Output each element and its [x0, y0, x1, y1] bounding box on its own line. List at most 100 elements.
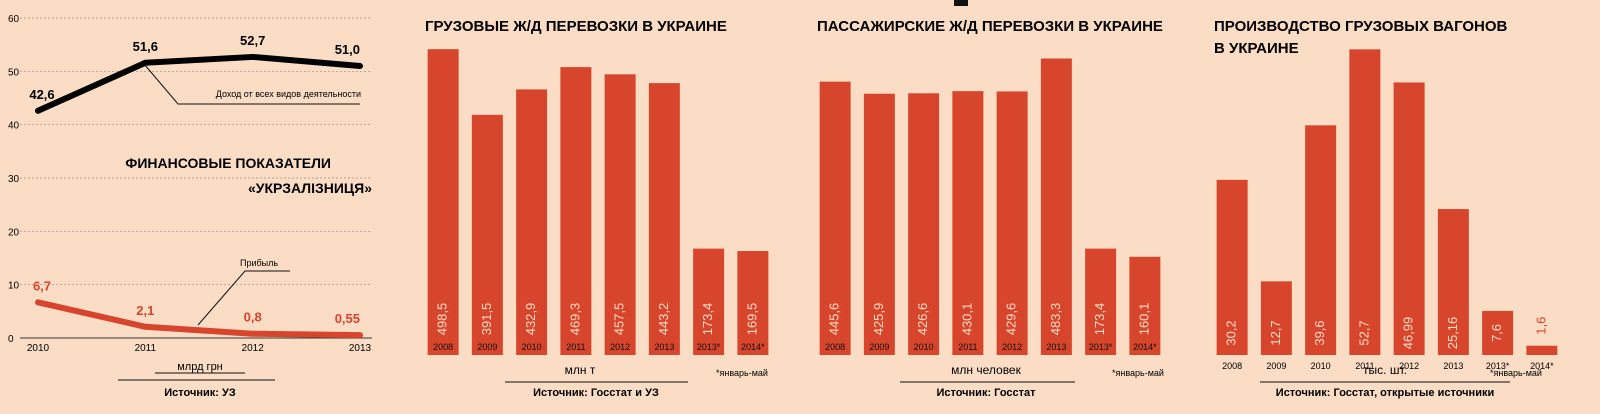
y-tick-label: 40: [8, 121, 20, 132]
chart-title: ГРУЗОВЫЕ Ж/Д ПЕРЕВОЗКИ В УКРАИНЕ: [425, 18, 727, 35]
x-tick-label: 2011: [566, 342, 585, 352]
financial-indicators-chart: 0 10 20 30 40 50 60 2010 2011 2012 2013 ФИНАНСОВЫ…: [8, 14, 372, 399]
x-tick-label: 2012: [1002, 342, 1022, 352]
footnote: *январь-май: [716, 368, 768, 378]
x-axis-ticks: 2008 2009 2010 2011 2012 2013 2013* 2014*: [1222, 361, 1554, 371]
bar: [908, 93, 940, 356]
source-label: Источник: Госстат и УЗ: [533, 387, 659, 399]
data-labels: 42,6 51,6 52,7 51,0 6,7 2,1 0,8 0,55: [29, 33, 360, 326]
bar-value-label: 445,6: [827, 303, 842, 336]
y-tick-label: 60: [8, 14, 20, 25]
profit-data-label: 0,8: [244, 310, 262, 325]
x-tick-label: 2013: [1046, 342, 1066, 352]
x-axis-ticks: 2010 2011 2012 2013: [27, 343, 372, 354]
y-tick-label: 10: [8, 281, 20, 292]
bar-value-label: 457,5: [612, 303, 627, 336]
revenue-data-label: 52,7: [240, 33, 265, 48]
revenue-data-label: 42,6: [29, 87, 54, 102]
x-tick-label: 2013: [349, 343, 372, 354]
bar: [1305, 125, 1337, 355]
bar-value-label: 173,4: [700, 303, 715, 336]
revenue-line: [35, 53, 363, 114]
bars: 2008 498,5 2009 391,5 2010 432,9 2011 469,3 2012…: [427, 49, 769, 356]
x-tick-label: 2011: [135, 343, 157, 354]
x-tick-label: 2010: [914, 342, 934, 352]
x-tick-label: 2010: [522, 342, 542, 352]
chart-title-line-2: «УКРЗАЛІЗНИЦЯ»: [248, 180, 372, 196]
bar: [693, 248, 725, 355]
bar: [1040, 58, 1072, 355]
passenger-transport-chart: ПАССАЖИРСКИЕ Ж/Д ПЕРЕВОЗКИ В УКРАИНЕ 200…: [817, 0, 1164, 399]
x-tick-label: 2014*: [1133, 342, 1157, 352]
revenue-data-label: 51,0: [335, 42, 360, 57]
chart-title-line-2: В УКРАИНЕ: [1214, 40, 1299, 57]
y-tick-label: 0: [8, 334, 14, 345]
x-tick-label: 2012: [1399, 361, 1419, 371]
x-tick-label: 2013*: [697, 342, 721, 352]
x-tick-label: 2008: [825, 342, 845, 352]
chart-title: ПАССАЖИРСКИЕ Ж/Д ПЕРЕВОЗКИ В УКРАИНЕ: [817, 18, 1163, 35]
bar: [996, 91, 1028, 356]
bar: [1526, 345, 1558, 355]
bar-value-label: 169,5: [744, 303, 759, 336]
x-tick-label: 2013*: [1089, 342, 1113, 352]
x-tick-label: 2014*: [1530, 361, 1554, 371]
bar-value-label: 483,3: [1048, 303, 1063, 336]
x-tick-label: 2009: [1266, 361, 1286, 371]
bar: [1393, 82, 1425, 355]
bar-value-label: 30,2: [1224, 320, 1239, 345]
x-tick-label: 2013: [654, 342, 674, 352]
bar-value-label: 7,6: [1489, 324, 1504, 342]
profit-series-label: Прибыль: [240, 258, 278, 268]
freight-transport-chart: ГРУЗОВЫЕ Ж/Д ПЕРЕВОЗКИ В УКРАИНЕ 2008 498…: [425, 18, 769, 399]
x-tick-label: 2010: [1311, 361, 1331, 371]
bar: [863, 93, 895, 355]
bar-value-label: 425,9: [871, 303, 886, 336]
bar: [1216, 179, 1248, 355]
unit-label: тыс. шт.: [1363, 363, 1407, 377]
bar: [952, 91, 984, 355]
bar: [516, 89, 548, 356]
bar-value-label: 25,16: [1445, 317, 1460, 350]
bar-value-label: 46,99: [1401, 317, 1416, 350]
unit-label: млн т: [565, 363, 596, 377]
bar: [819, 81, 851, 355]
bar: [648, 83, 680, 356]
y-tick-label: 20: [8, 227, 20, 238]
bar: [1260, 281, 1292, 355]
unit-label: млн человек: [951, 363, 1021, 377]
bar-value-label: 498,5: [435, 303, 450, 336]
bar: [1085, 248, 1117, 355]
x-tick-label: 2013: [1443, 361, 1463, 371]
bar-value-label: 39,6: [1312, 320, 1327, 345]
bar-value-label: 52,7: [1356, 320, 1371, 345]
unit-label: млрд грн: [177, 361, 223, 373]
top-marker: [954, 0, 968, 6]
bar-value-label: 12,7: [1268, 320, 1283, 345]
x-tick-label: 2009: [869, 342, 889, 352]
y-tick-label: 30: [8, 174, 20, 185]
bar-value-label: 429,6: [1004, 303, 1019, 336]
bar-value-label: 391,5: [479, 303, 494, 336]
x-tick-label: 2010: [27, 343, 50, 354]
revenue-series-label: Доход от всех видов деятельности: [216, 89, 361, 99]
source-label: Источник: Госстат, открытые источники: [1276, 387, 1494, 399]
footnote: *январь-май: [1112, 368, 1164, 378]
bar-value-label: 426,6: [915, 303, 930, 336]
x-tick-label: 2012: [610, 342, 630, 352]
profit-data-label: 6,7: [33, 278, 51, 293]
bar: [1129, 256, 1161, 355]
bar-value-label: 469,3: [567, 303, 582, 336]
bar-value-label: 1,6: [1533, 317, 1548, 335]
wagon-production-chart: ПРОИЗВОДСТВО ГРУЗОВЫХ ВАГОНОВ В УКРАИНЕ …: [1214, 18, 1558, 399]
x-tick-label: 2013*: [1486, 361, 1510, 371]
x-tick-label: 2009: [477, 342, 497, 352]
chart-title-line-1: ПРОИЗВОДСТВО ГРУЗОВЫХ ВАГОНОВ: [1214, 18, 1508, 35]
x-tick-label: 2012: [242, 343, 265, 354]
x-tick-label: 2008: [1222, 361, 1242, 371]
source-label: Источник: УЗ: [164, 387, 236, 399]
bar: [737, 251, 769, 355]
revenue-data-label: 51,6: [133, 39, 158, 54]
bar: [1349, 49, 1381, 356]
